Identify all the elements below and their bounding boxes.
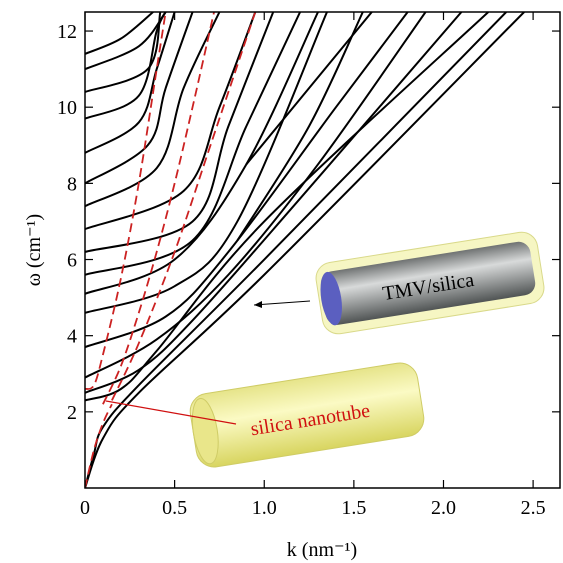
x-tick-label: 2.0 xyxy=(431,497,456,519)
y-tick-label: 12 xyxy=(57,21,77,43)
dashed-curve xyxy=(85,403,113,488)
dispersion-curve xyxy=(85,12,525,488)
x-tick-label: 0.5 xyxy=(162,497,187,519)
y-tick-label: 8 xyxy=(67,173,77,195)
arrowhead xyxy=(254,301,262,308)
dispersion-curve xyxy=(85,12,162,93)
dispersion-curve xyxy=(85,12,489,402)
dispersion-curve xyxy=(85,12,167,71)
y-axis-title: ω (cm⁻¹) xyxy=(23,214,45,286)
dashed-curve xyxy=(85,12,167,390)
plot-frame xyxy=(84,11,561,489)
dispersion-curve xyxy=(85,12,328,314)
x-axis-title: k (nm⁻¹) xyxy=(287,539,357,561)
dashed-curve xyxy=(111,12,257,401)
dispersion-curve xyxy=(85,12,319,295)
dashed-curve xyxy=(102,12,215,405)
y-tick-label: 6 xyxy=(67,250,77,272)
y-tick-label: 4 xyxy=(67,326,77,348)
dispersion-curve xyxy=(245,12,373,165)
dispersion-curve xyxy=(236,12,364,242)
dispersion-curve xyxy=(85,12,154,55)
arrow xyxy=(105,400,237,425)
dispersion-curve xyxy=(85,12,194,185)
tmv-cylinder xyxy=(315,231,545,335)
arrow xyxy=(253,300,311,306)
dispersion-curve xyxy=(85,12,507,488)
dispersion-curve xyxy=(85,12,301,276)
x-tick-label: 1.0 xyxy=(252,497,277,519)
dispersion-curve xyxy=(85,12,463,394)
dispersion-curve xyxy=(85,12,427,379)
y-tick-label: 2 xyxy=(67,402,77,424)
curves xyxy=(85,12,525,488)
dispersion-curve xyxy=(85,12,275,253)
dispersion-curve xyxy=(85,12,176,154)
y-tick-label: 10 xyxy=(57,97,77,119)
x-tick-label: 1.5 xyxy=(341,497,366,519)
dispersion-curve xyxy=(85,12,221,208)
x-tick-label: 0 xyxy=(80,497,90,519)
x-tick-label: 2.5 xyxy=(521,497,546,519)
dispersion-curve xyxy=(85,12,257,230)
nanotube-cylinder xyxy=(189,362,425,468)
